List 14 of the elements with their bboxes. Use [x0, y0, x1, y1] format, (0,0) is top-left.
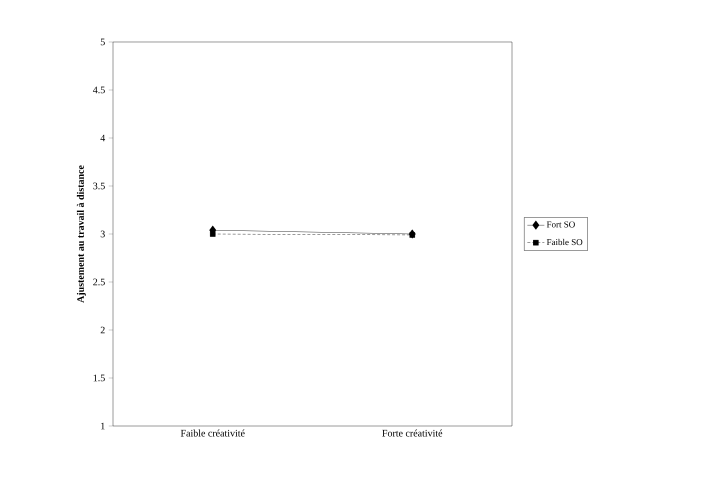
y-tick-label: 2 [100, 326, 105, 334]
y-tick-label: 3 [100, 230, 105, 238]
y-tick-label: 1 [101, 422, 105, 430]
y-axis-title: Ajustement au travail à distance [76, 165, 86, 303]
x-tick-label: Faible créativité [180, 430, 245, 437]
y-tick-label: 3.5 [93, 182, 105, 190]
legend-label: Fort SO [546, 221, 575, 228]
y-tick-label: 1.5 [94, 374, 105, 382]
y-tick-label: 4 [100, 134, 106, 142]
y-tick-label: 4.5 [92, 86, 105, 94]
y-tick-label: 5 [100, 38, 105, 46]
x-tick-label: Forte créativité [382, 430, 442, 437]
legend-label: Faible SO [546, 238, 582, 246]
y-tick-label: 2.5 [93, 278, 105, 286]
